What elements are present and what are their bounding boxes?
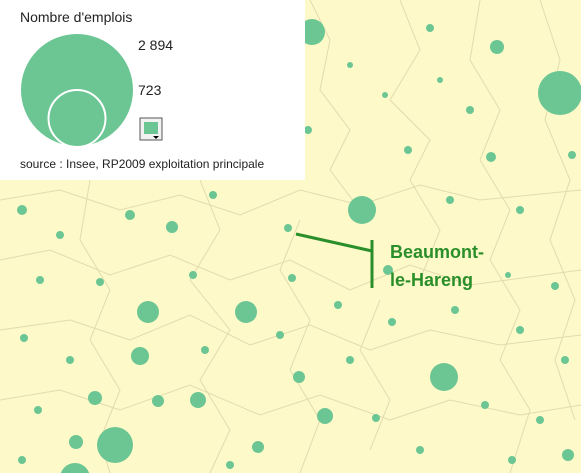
annotation-label: le-Hareng	[390, 270, 473, 290]
job-circle	[60, 463, 90, 473]
job-circle	[348, 196, 376, 224]
job-circle	[88, 391, 102, 405]
job-circle	[276, 331, 284, 339]
legend: Nombre d'emplois source : Insee, RP2009 …	[0, 0, 305, 180]
job-circle	[416, 446, 424, 454]
job-circle	[17, 205, 27, 215]
job-circle	[404, 146, 412, 154]
job-circle	[252, 441, 264, 453]
job-circle	[69, 435, 83, 449]
job-circle	[125, 210, 135, 220]
legend-button-arrow	[153, 136, 159, 139]
job-circle	[516, 206, 524, 214]
job-circle	[96, 278, 104, 286]
job-circle	[508, 456, 516, 464]
job-circle	[347, 62, 353, 68]
job-circle	[201, 346, 209, 354]
job-circle	[551, 282, 559, 290]
job-circle	[56, 231, 64, 239]
job-circle	[137, 301, 159, 323]
job-circle	[561, 356, 569, 364]
legend-title: Nombre d'emplois	[20, 9, 132, 25]
job-circle	[382, 92, 388, 98]
job-circle	[235, 301, 257, 323]
job-circle	[372, 414, 380, 422]
job-circle	[34, 406, 42, 414]
job-circle	[131, 347, 149, 365]
job-circle	[430, 363, 458, 391]
job-circle	[388, 318, 396, 326]
job-circle	[481, 401, 489, 409]
legend-source: source : Insee, RP2009 exploitation prin…	[20, 157, 264, 171]
job-circle	[97, 427, 133, 463]
job-circle	[568, 151, 576, 159]
job-circle	[334, 301, 342, 309]
job-circle	[288, 274, 296, 282]
job-circle	[189, 271, 197, 279]
job-circle	[20, 334, 28, 342]
job-circle	[346, 356, 354, 364]
job-circle	[66, 356, 74, 364]
job-circle	[226, 461, 234, 469]
job-circle	[516, 326, 524, 334]
job-circle	[451, 306, 459, 314]
job-circle	[446, 196, 454, 204]
job-circle	[536, 416, 544, 424]
legend-value: 2 894	[138, 37, 173, 53]
job-circle	[437, 77, 443, 83]
job-circle	[383, 265, 393, 275]
job-circle	[190, 392, 206, 408]
annotation-label: Beaumont-	[390, 242, 484, 262]
leader-line	[295, 232, 373, 253]
job-circle	[317, 408, 333, 424]
job-circle	[152, 395, 164, 407]
annotation: Beaumont- le-Hareng	[295, 232, 484, 290]
job-circle	[36, 276, 44, 284]
legend-value: 723	[138, 82, 162, 98]
job-circle	[284, 224, 292, 232]
job-circle	[209, 191, 217, 199]
job-circle	[486, 152, 496, 162]
job-circle	[505, 272, 511, 278]
job-circle	[562, 449, 574, 461]
job-circle	[299, 19, 325, 45]
job-circle	[293, 371, 305, 383]
job-circle	[538, 71, 581, 115]
job-circle	[426, 24, 434, 32]
job-circle	[466, 106, 474, 114]
legend-button-swatch	[144, 122, 158, 134]
legend-circle	[47, 89, 107, 148]
job-circle	[166, 221, 178, 233]
job-circle	[490, 40, 504, 54]
job-circle	[18, 456, 26, 464]
job-circle	[304, 126, 312, 134]
job-circles	[17, 19, 581, 473]
